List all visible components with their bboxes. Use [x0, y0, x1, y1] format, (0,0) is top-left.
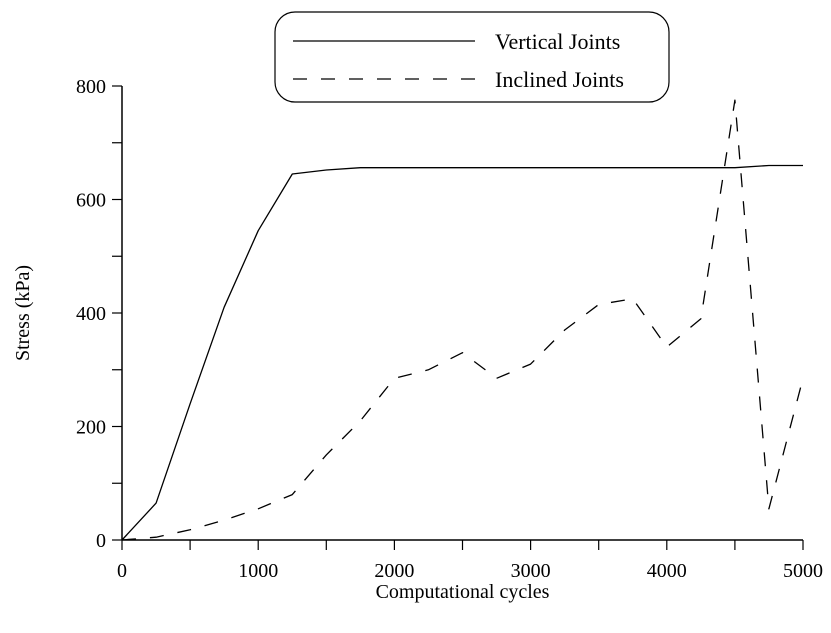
legend-box — [274, 11, 670, 103]
y-ticks: 0 200 400 600 800 — [76, 76, 122, 552]
axes — [121, 86, 803, 541]
x-axis-title: Computational cycles — [376, 581, 550, 603]
x-ticks: 0 1000 2000 3000 4000 5000 — [117, 540, 823, 582]
y-tick-label: 200 — [76, 417, 106, 439]
y-tick-label: 0 — [96, 530, 106, 552]
series-line-vertical-joints — [121, 164, 803, 541]
x-tick-label: 3000 — [511, 560, 551, 582]
y-axis-title: Stress (kPa) — [12, 265, 34, 361]
y-tick-label: 400 — [76, 303, 106, 325]
x-tick-label: 1000 — [238, 560, 278, 582]
y-tick-label: 800 — [76, 76, 106, 98]
legend-label-vertical-joints: Vertical Joints — [495, 29, 620, 54]
x-tick-label: 0 — [117, 560, 127, 582]
x-tick-label: 2000 — [374, 560, 414, 582]
series-layer — [121, 99, 804, 541]
x-tick-label: 5000 — [783, 560, 823, 582]
x-tick-label: 4000 — [647, 560, 687, 582]
legend-label-inclined-joints: Inclined Joints — [495, 67, 624, 92]
legend: Vertical Joints Inclined Joints — [274, 11, 670, 103]
series-line-inclined-joints — [121, 99, 804, 541]
y-tick-label: 600 — [76, 190, 106, 212]
